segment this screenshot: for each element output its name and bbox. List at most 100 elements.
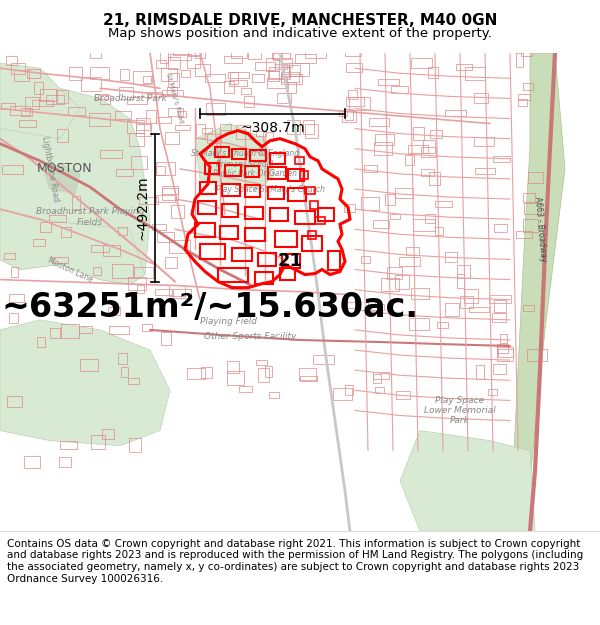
Bar xyxy=(493,156,510,162)
Bar xyxy=(10,106,29,114)
Bar xyxy=(268,187,284,199)
Bar xyxy=(69,67,82,80)
Bar xyxy=(4,253,15,259)
Bar xyxy=(493,364,506,374)
Bar xyxy=(371,304,384,310)
Bar xyxy=(61,324,79,338)
Bar xyxy=(196,64,210,76)
Bar xyxy=(430,129,442,138)
Bar xyxy=(429,173,440,185)
Bar xyxy=(256,62,275,71)
Bar xyxy=(268,78,287,88)
Text: ~492.2m: ~492.2m xyxy=(136,176,150,240)
Bar xyxy=(34,82,43,94)
Polygon shape xyxy=(0,83,150,284)
Bar xyxy=(494,224,506,232)
Bar xyxy=(315,217,325,224)
Bar xyxy=(81,77,101,91)
Bar xyxy=(288,188,306,201)
Bar xyxy=(102,429,114,439)
Bar xyxy=(445,110,466,116)
Bar xyxy=(435,201,452,207)
Bar xyxy=(255,271,273,284)
Bar xyxy=(424,139,434,153)
Bar xyxy=(222,184,240,196)
Bar xyxy=(200,182,216,194)
Bar xyxy=(275,64,287,69)
Bar xyxy=(257,368,269,382)
Bar xyxy=(161,332,171,345)
Bar xyxy=(95,94,109,99)
Bar xyxy=(128,378,139,384)
Bar xyxy=(270,152,285,164)
Bar xyxy=(345,385,353,395)
Bar xyxy=(232,248,252,261)
Bar xyxy=(341,111,356,122)
Bar xyxy=(178,111,186,117)
Bar xyxy=(268,167,286,179)
Bar xyxy=(6,56,17,65)
Bar xyxy=(500,334,507,343)
Bar xyxy=(245,228,265,241)
Bar xyxy=(156,60,166,68)
Bar xyxy=(275,231,297,248)
Bar xyxy=(134,268,153,278)
Bar xyxy=(20,108,32,116)
Bar xyxy=(239,386,253,392)
Bar xyxy=(288,81,296,93)
Bar xyxy=(187,368,205,379)
Bar xyxy=(457,274,464,288)
Bar xyxy=(215,147,229,157)
Bar xyxy=(187,56,200,68)
Bar xyxy=(115,111,131,119)
Bar xyxy=(300,171,308,179)
Bar xyxy=(196,124,205,138)
Bar xyxy=(287,120,300,134)
Bar xyxy=(437,322,448,328)
Bar xyxy=(313,354,334,364)
Bar xyxy=(346,63,362,71)
Text: Broadhurst Park Playing
Fields: Broadhurst Park Playing Fields xyxy=(36,208,144,227)
Bar xyxy=(131,156,147,169)
Bar xyxy=(109,326,129,334)
Bar xyxy=(266,58,279,71)
Bar xyxy=(269,67,290,79)
Text: Public Park Or Garden: Public Park Or Garden xyxy=(213,169,297,178)
Bar xyxy=(100,151,122,158)
Bar xyxy=(517,231,532,238)
Bar xyxy=(411,288,430,299)
Bar xyxy=(498,349,512,358)
Bar xyxy=(33,239,46,246)
Bar xyxy=(305,48,326,58)
Bar xyxy=(49,215,65,222)
Bar xyxy=(218,268,248,282)
Bar xyxy=(165,257,177,268)
Text: Lightbowne Road: Lightbowne Road xyxy=(40,136,60,202)
Bar xyxy=(413,219,435,231)
Bar xyxy=(376,387,384,393)
Bar xyxy=(272,52,282,59)
Bar xyxy=(395,188,413,198)
Bar xyxy=(118,228,127,235)
Bar xyxy=(232,149,246,159)
Bar xyxy=(143,76,151,84)
Bar xyxy=(200,367,212,378)
Bar xyxy=(2,165,23,174)
Bar xyxy=(373,221,389,229)
Bar xyxy=(524,203,541,214)
Bar xyxy=(295,211,315,224)
Bar xyxy=(364,165,377,172)
Bar xyxy=(368,301,375,306)
Bar xyxy=(155,194,175,202)
Bar xyxy=(395,276,409,289)
Polygon shape xyxy=(45,164,80,194)
Bar xyxy=(202,127,212,133)
Bar xyxy=(169,58,180,69)
Bar xyxy=(169,286,185,296)
Bar xyxy=(80,359,98,371)
Bar xyxy=(9,313,19,323)
Bar xyxy=(61,227,71,237)
Bar xyxy=(25,97,38,109)
Bar xyxy=(40,89,58,101)
Bar xyxy=(32,100,53,106)
